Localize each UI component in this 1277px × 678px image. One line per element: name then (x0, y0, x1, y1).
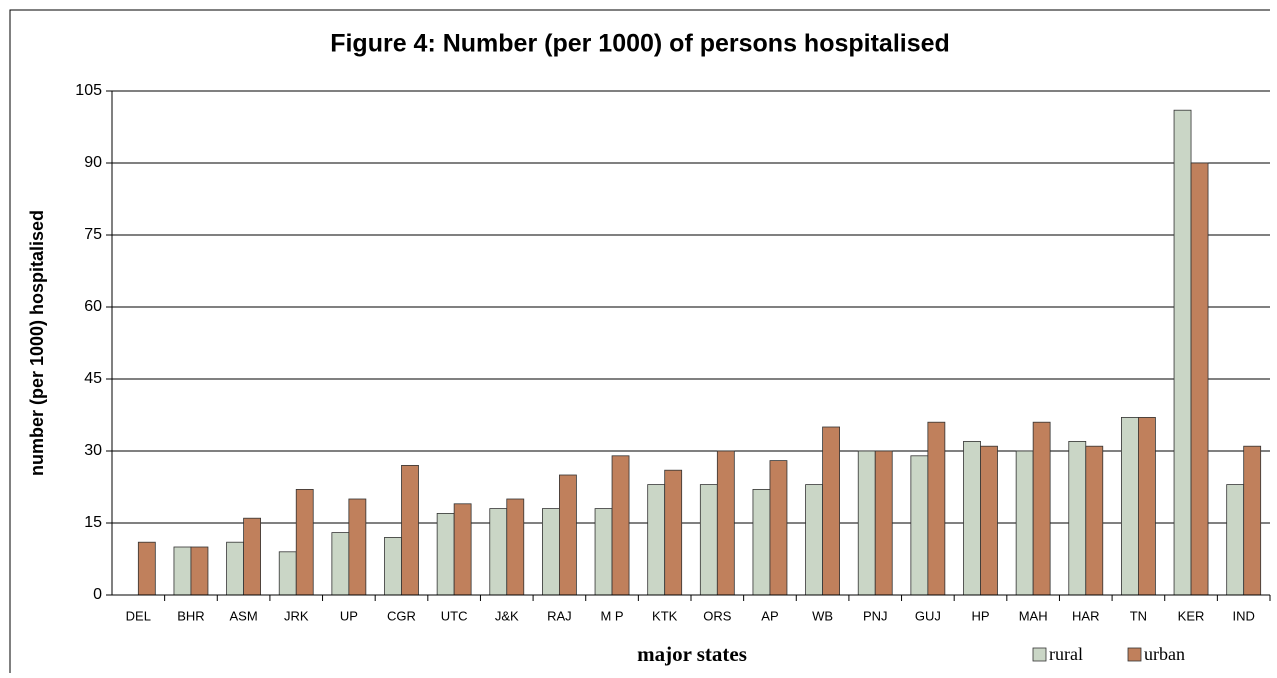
bar (542, 508, 560, 596)
y-tick-label: 60 (84, 298, 102, 315)
bar (716, 450, 735, 596)
bar (190, 546, 209, 596)
x-tick-label: GUJ (915, 608, 941, 623)
y-tick-label: 45 (84, 370, 102, 387)
x-tick-label: TN (1130, 608, 1147, 623)
bar (506, 498, 525, 596)
bar (295, 488, 314, 596)
bar (664, 469, 683, 596)
x-tick-label: KTK (652, 608, 678, 623)
bar (1173, 109, 1192, 596)
y-tick-label: 90 (84, 154, 102, 171)
x-tick-label: MAH (1019, 608, 1048, 623)
x-tick-label: AP (761, 608, 778, 623)
bar (559, 474, 577, 596)
y-tick-label: 15 (84, 514, 102, 531)
bar (1068, 440, 1087, 596)
y-tick-label: 0 (93, 586, 102, 603)
x-axis-title: major states (637, 642, 747, 666)
bar (1226, 484, 1245, 596)
legend-label: rural (1049, 644, 1083, 664)
bar (1085, 445, 1104, 596)
x-tick-label: ASM (230, 608, 258, 623)
y-tick-label: 75 (84, 226, 102, 243)
bar (243, 517, 261, 596)
x-tick-label: UP (340, 608, 358, 623)
bar (278, 551, 297, 596)
x-tick-label: PNJ (863, 608, 888, 623)
bar (1015, 450, 1034, 596)
bar (822, 426, 840, 596)
y-axis-title: number (per 1000) hospitalised (27, 210, 47, 476)
bar (1138, 416, 1156, 596)
x-tick-label: WB (812, 608, 833, 623)
bar (173, 546, 192, 596)
x-tick-label: M P (600, 608, 623, 623)
x-tick-label: IND (1232, 608, 1254, 623)
bar (401, 464, 419, 596)
x-tick-label: BHR (177, 608, 204, 623)
bar (611, 455, 630, 596)
x-tick-label: KER (1178, 608, 1205, 623)
bar (1243, 445, 1262, 596)
legend-swatch (1127, 647, 1142, 662)
frame (9, 9, 1270, 673)
bar (752, 488, 771, 596)
bar (699, 484, 718, 596)
bar (137, 541, 156, 596)
x-tick-label: J&K (495, 608, 519, 623)
y-tick-label: 30 (84, 442, 102, 459)
bar (927, 421, 946, 596)
bar (910, 455, 929, 596)
bar (805, 484, 823, 596)
x-tick-label: DEL (126, 608, 151, 623)
x-tick-label: JRK (284, 608, 309, 623)
bar (331, 532, 350, 596)
bar (226, 541, 244, 596)
bar (436, 513, 455, 596)
chart-title: Figure 4: Number (per 1000) of persons h… (330, 30, 950, 58)
bar (1032, 421, 1051, 596)
bar (647, 484, 666, 596)
bar (348, 498, 367, 596)
bar (980, 445, 998, 596)
bar (594, 508, 613, 596)
x-tick-label: HP (971, 608, 989, 623)
bar (874, 450, 893, 596)
x-tick-label: RAJ (547, 608, 572, 623)
bar (489, 508, 508, 596)
bar (857, 450, 876, 596)
bar (963, 440, 981, 596)
bar (769, 460, 788, 596)
x-tick-label: UTC (441, 608, 468, 623)
bar (453, 503, 472, 596)
bar (384, 537, 402, 596)
bar (1190, 162, 1209, 596)
legend-label: urban (1144, 644, 1185, 664)
x-tick-label: ORS (703, 608, 732, 623)
bar (1121, 416, 1139, 596)
x-tick-label: CGR (387, 608, 416, 623)
x-tick-label: HAR (1072, 608, 1099, 623)
legend-swatch (1032, 647, 1047, 662)
y-tick-label: 105 (75, 82, 102, 99)
